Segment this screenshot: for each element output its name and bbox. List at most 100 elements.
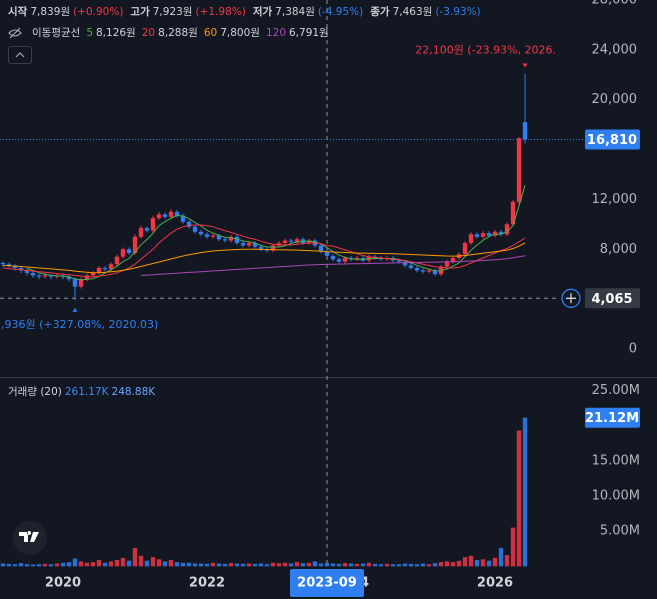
y-tick-label: 20,000 [592,92,638,107]
x-tick-label: 2026 [477,576,513,591]
candle-body [426,270,432,272]
candle-body [66,276,72,280]
chevron-icon[interactable] [9,47,31,63]
volume-bar [192,563,198,567]
ma-legend-name: 20 [141,26,156,39]
volume-bar [42,563,48,567]
candle-body [42,275,48,277]
ohlc-value: 7,839원 [30,6,71,18]
crosshair-price-box [585,288,640,309]
high-annotation: 22,100원 (-23.93%, 2026. [415,44,556,57]
volume-bar [126,560,132,567]
ohlc-change: (-3.93%) [435,5,481,18]
volume-bar [492,557,498,567]
volume-bar [138,555,144,567]
add-alert-icon[interactable] [566,293,576,304]
candle-body [162,214,168,217]
candle-body [12,265,18,268]
ma-legend-value: 7,800원 [220,27,260,39]
volume-bar [504,555,510,567]
candle-body [180,215,186,222]
volume-bar [510,527,516,567]
candle-body [222,239,228,241]
candle-body [294,239,300,242]
candle-body [516,138,522,202]
volume-bar [72,558,78,567]
volume-bar [186,562,192,567]
high-marker [522,63,528,68]
candle-body [174,211,180,216]
volume-bar [150,557,156,567]
volume-bar [270,562,276,567]
volume-bar [108,561,114,567]
crosshair-date-box [290,569,365,597]
volume-y-tick-label: 15.00M [592,453,640,468]
volume-bar [252,563,258,567]
candle-body [30,272,36,276]
y-tick-label: 28,000 [592,0,638,8]
candle-body [132,236,138,253]
volume-bar [402,563,408,567]
candle-body [18,267,24,271]
volume-bar [342,563,348,567]
candle-body [270,245,276,251]
y-tick-label: 0 [629,341,637,356]
ohlc-label: 고가 [130,6,150,18]
candle-body [336,259,342,262]
candle-body [0,262,6,265]
candle-body [108,264,114,270]
volume-bar [78,561,84,567]
ohlc-value: 7,463원 [392,6,433,18]
volume-bar [84,562,90,567]
y-tick-label: 8,000 [600,242,637,257]
candle-body [156,214,162,219]
volume-bar [276,563,282,567]
candle-body [6,264,12,266]
ohlc-label: 시작 [8,6,28,18]
volume-bar [474,559,480,567]
volume-bar [30,564,36,567]
volume-bar [114,559,120,567]
candle-body [468,234,474,244]
volume-bar [324,562,330,567]
ma-legend: 이동평균선 5 8,126원 20 8,288원 60 7,800원 120 6,791원 [8,25,329,40]
volume-bar [354,563,360,567]
logo-mark[interactable] [19,531,39,542]
tradingview-logo[interactable] [13,521,47,555]
candle-body [318,245,324,252]
candle-body [150,218,156,231]
candle-body [36,275,42,277]
y-tick-label: 24,000 [592,42,638,57]
candle-body [492,231,498,236]
candle-body [216,235,222,240]
candle-body [450,257,456,262]
volume-bar [306,562,312,567]
volume-bar [348,563,354,567]
candle-body [114,256,120,265]
volume-bar [60,562,66,567]
volume-bar [102,562,108,567]
candle-body [330,255,336,260]
volume-bar [18,563,24,567]
candle-body [414,267,420,271]
candle-body [444,261,450,267]
candle-body [522,122,528,140]
volume-title: 거래량 (20) [8,386,62,398]
volume-bar [36,564,42,567]
volume-bar [96,559,102,567]
y-tick-label: 12,000 [592,192,638,207]
volume-bar [480,559,486,567]
volume-bar [372,563,378,567]
volume-stat: 261.17K [64,385,109,398]
volume-bar [438,562,444,567]
candle-body [144,228,150,231]
visibility-icon[interactable] [8,27,22,39]
low-marker [72,307,78,312]
collapse-button[interactable] [8,46,32,64]
candle-body [402,261,408,266]
candle-body [276,243,282,246]
logo-circle[interactable] [13,521,47,555]
candle-body [168,211,174,217]
ohlc-change: (+1.98%) [195,5,246,18]
